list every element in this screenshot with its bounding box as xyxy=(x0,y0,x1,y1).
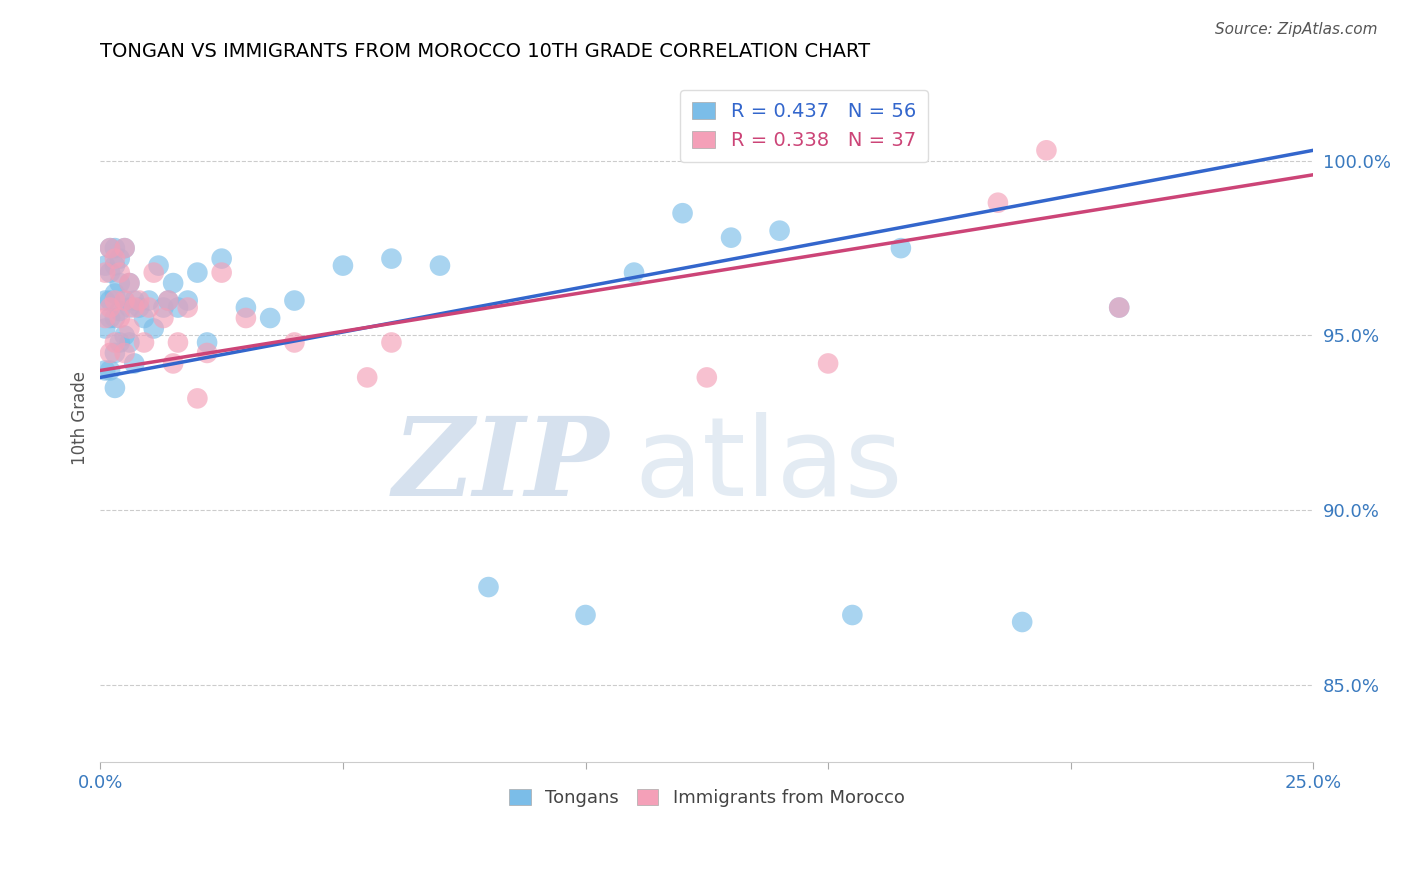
Point xyxy=(98,293,121,308)
Point xyxy=(167,335,190,350)
Point xyxy=(118,321,141,335)
Point xyxy=(142,321,165,335)
Text: atlas: atlas xyxy=(634,412,903,519)
Point xyxy=(157,293,180,308)
Point xyxy=(176,293,198,308)
Point xyxy=(114,241,136,255)
Point xyxy=(176,301,198,315)
Point xyxy=(211,266,233,280)
Point xyxy=(94,363,117,377)
Point xyxy=(104,311,127,326)
Point xyxy=(124,301,146,315)
Point xyxy=(128,301,150,315)
Point xyxy=(696,370,718,384)
Point xyxy=(138,293,160,308)
Point xyxy=(104,259,127,273)
Point xyxy=(104,381,127,395)
Point xyxy=(890,241,912,255)
Point xyxy=(94,293,117,308)
Y-axis label: 10th Grade: 10th Grade xyxy=(72,370,89,465)
Point xyxy=(104,252,127,266)
Point xyxy=(104,335,127,350)
Point xyxy=(152,311,174,326)
Point xyxy=(186,266,208,280)
Point xyxy=(118,276,141,290)
Point xyxy=(104,241,127,255)
Point xyxy=(380,252,402,266)
Point xyxy=(259,311,281,326)
Point xyxy=(108,335,131,350)
Point xyxy=(211,252,233,266)
Point xyxy=(94,266,117,280)
Point xyxy=(94,321,117,335)
Point xyxy=(108,252,131,266)
Point xyxy=(574,607,596,622)
Point xyxy=(671,206,693,220)
Point xyxy=(477,580,499,594)
Point xyxy=(138,301,160,315)
Point xyxy=(195,346,218,360)
Point xyxy=(108,304,131,318)
Point xyxy=(186,392,208,406)
Point xyxy=(98,346,121,360)
Point xyxy=(152,301,174,315)
Point xyxy=(98,311,121,326)
Point xyxy=(195,335,218,350)
Point xyxy=(768,224,790,238)
Point xyxy=(235,311,257,326)
Point xyxy=(235,301,257,315)
Point xyxy=(162,276,184,290)
Point xyxy=(108,276,131,290)
Point xyxy=(104,286,127,301)
Point xyxy=(157,293,180,308)
Point xyxy=(98,301,121,315)
Point xyxy=(114,293,136,308)
Point xyxy=(148,259,170,273)
Point xyxy=(118,276,141,290)
Legend: Tongans, Immigrants from Morocco: Tongans, Immigrants from Morocco xyxy=(502,782,912,814)
Point xyxy=(623,266,645,280)
Point xyxy=(356,370,378,384)
Point xyxy=(132,335,155,350)
Text: TONGAN VS IMMIGRANTS FROM MOROCCO 10TH GRADE CORRELATION CHART: TONGAN VS IMMIGRANTS FROM MOROCCO 10TH G… xyxy=(100,42,870,61)
Point xyxy=(124,356,146,370)
Point xyxy=(98,363,121,377)
Point xyxy=(817,356,839,370)
Point xyxy=(142,266,165,280)
Text: Source: ZipAtlas.com: Source: ZipAtlas.com xyxy=(1215,22,1378,37)
Point xyxy=(104,293,127,308)
Point xyxy=(118,301,141,315)
Point xyxy=(380,335,402,350)
Point xyxy=(332,259,354,273)
Point xyxy=(124,293,146,308)
Point xyxy=(132,311,155,326)
Point xyxy=(94,311,117,326)
Point xyxy=(118,335,141,350)
Point xyxy=(108,311,131,326)
Point xyxy=(1035,143,1057,157)
Point xyxy=(841,607,863,622)
Point xyxy=(720,230,742,244)
Point xyxy=(283,335,305,350)
Point xyxy=(167,301,190,315)
Point xyxy=(1011,615,1033,629)
Point xyxy=(114,328,136,343)
Point xyxy=(108,266,131,280)
Point xyxy=(98,241,121,255)
Point xyxy=(162,356,184,370)
Point xyxy=(987,195,1010,210)
Point xyxy=(98,266,121,280)
Point xyxy=(104,346,127,360)
Point xyxy=(114,241,136,255)
Point xyxy=(1108,301,1130,315)
Point xyxy=(114,293,136,308)
Text: ZIP: ZIP xyxy=(394,412,610,519)
Point xyxy=(114,346,136,360)
Point xyxy=(98,241,121,255)
Point xyxy=(94,259,117,273)
Point xyxy=(429,259,451,273)
Point xyxy=(128,293,150,308)
Point xyxy=(1108,301,1130,315)
Point xyxy=(283,293,305,308)
